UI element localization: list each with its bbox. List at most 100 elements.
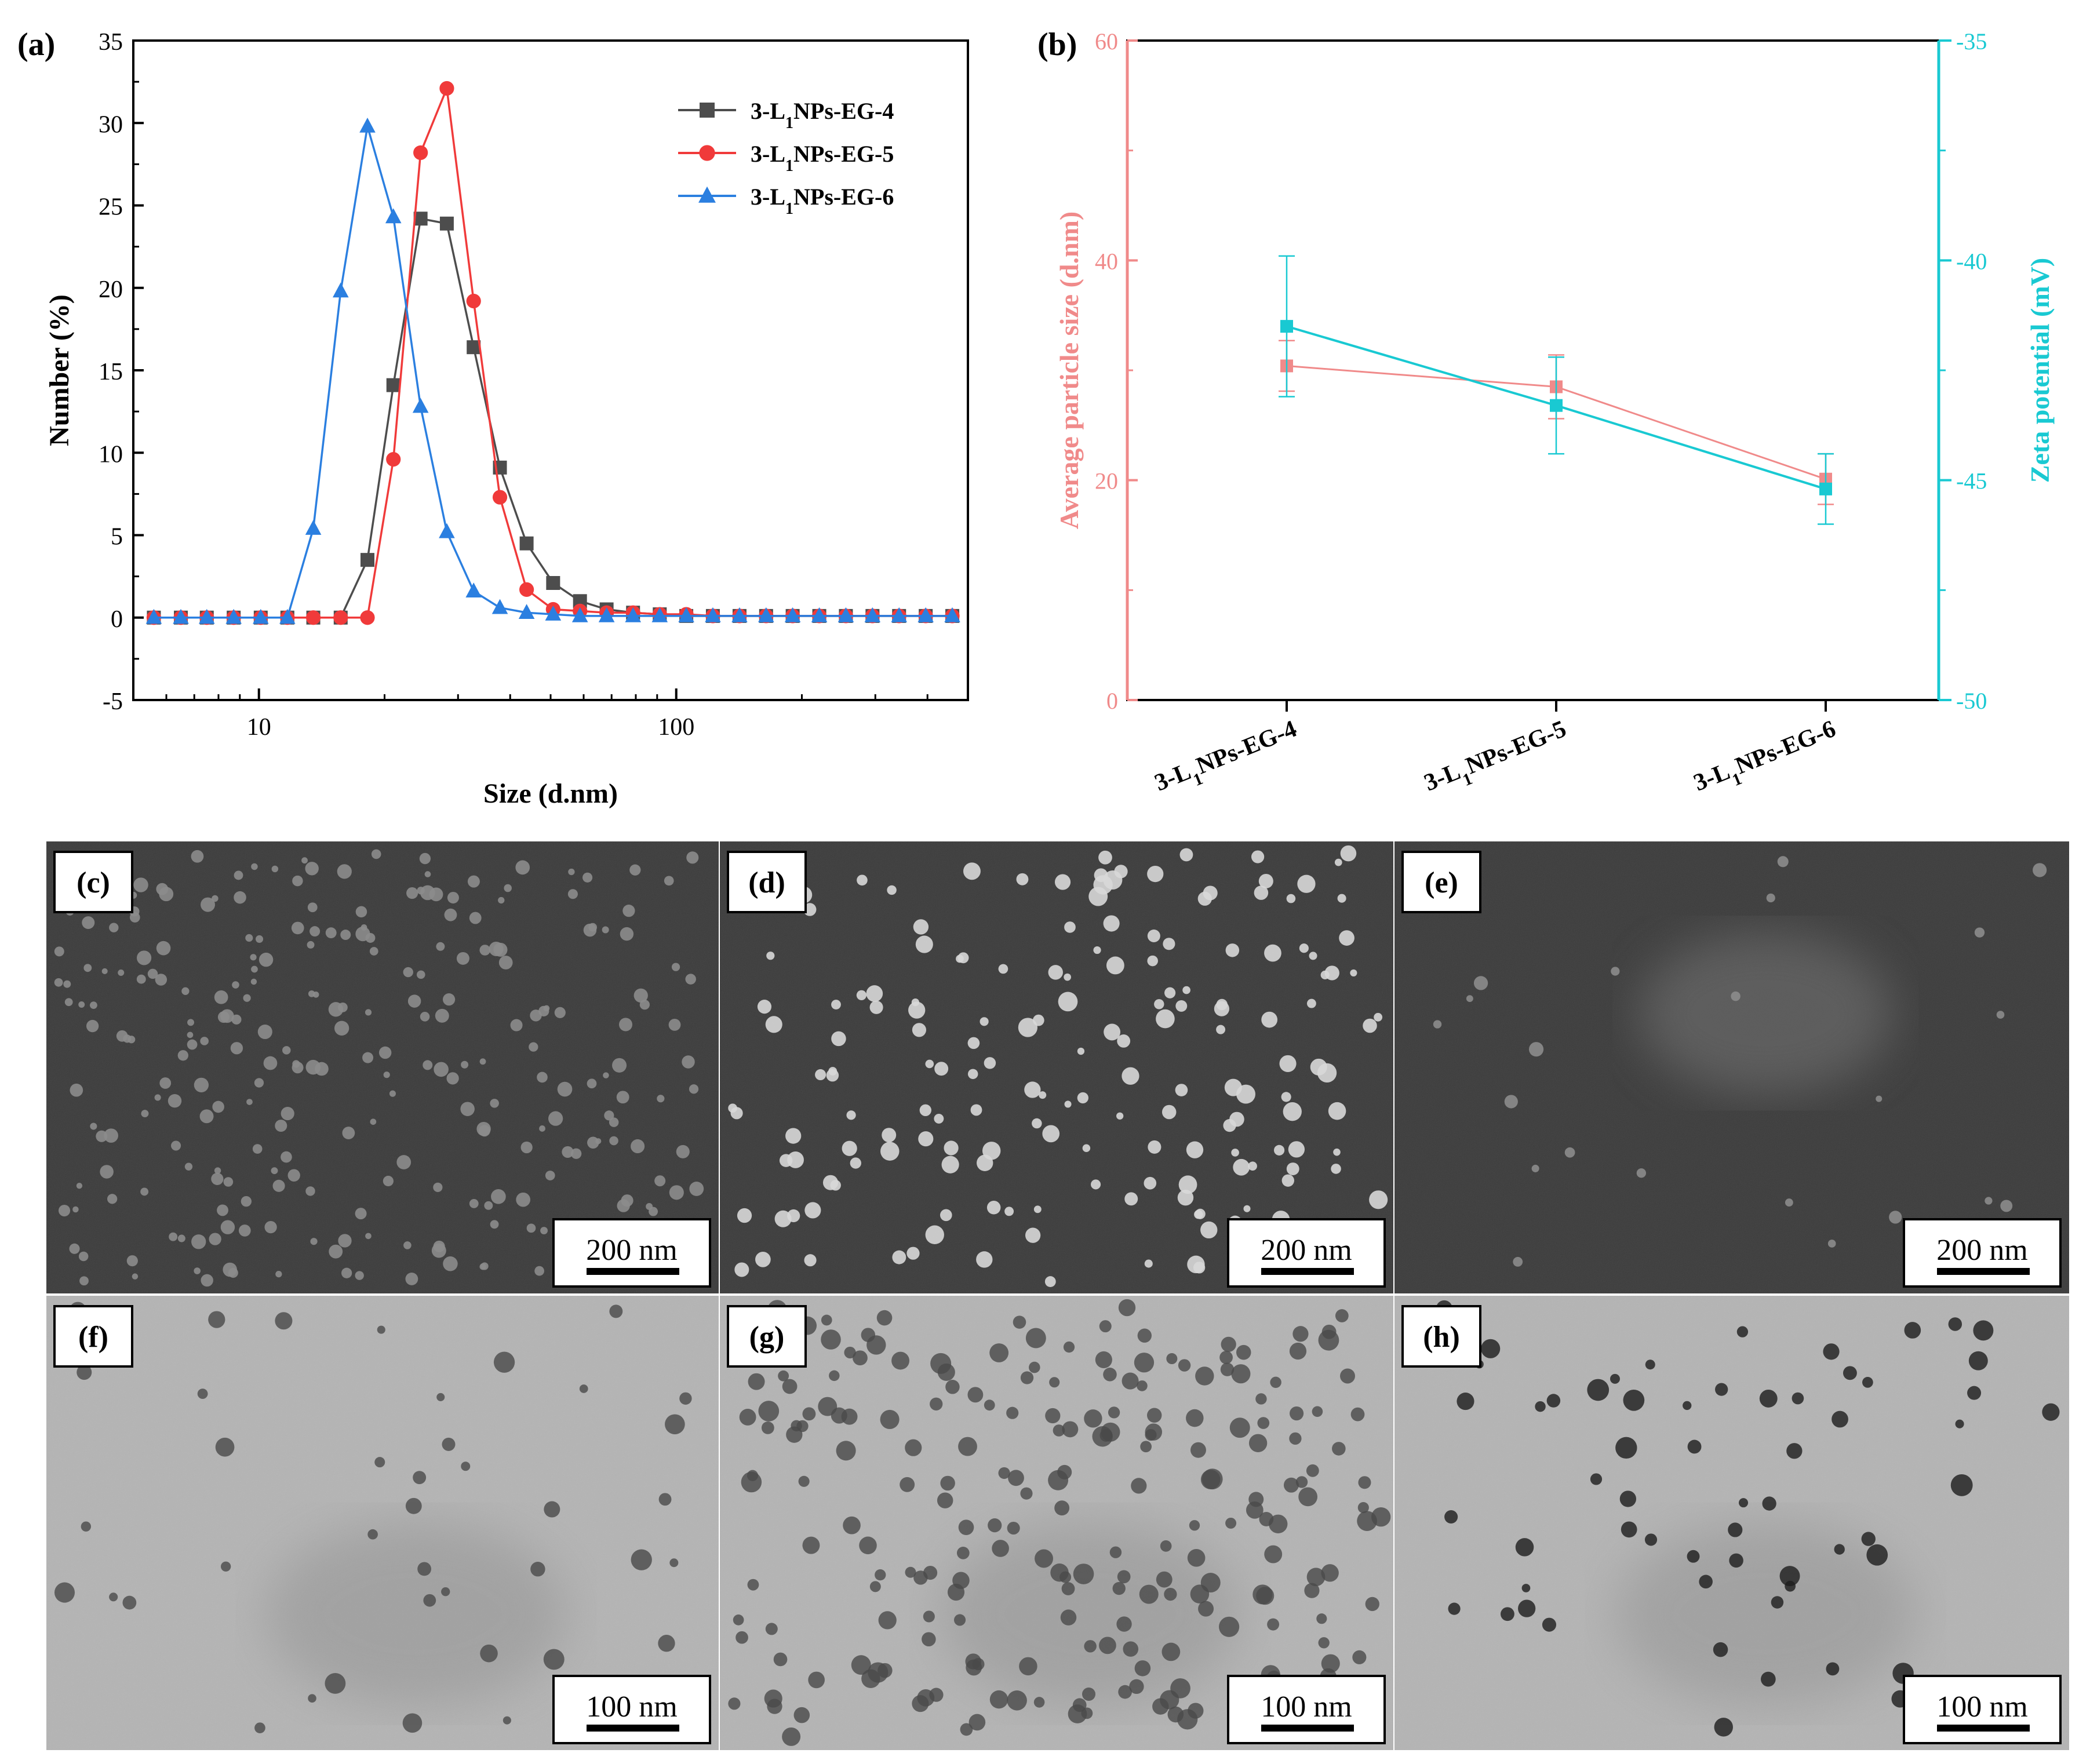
- particle: [1862, 1377, 1873, 1388]
- particle: [588, 923, 598, 932]
- particle: [842, 1140, 857, 1156]
- particle: [1739, 1498, 1749, 1508]
- particle: [1273, 1145, 1285, 1156]
- particle: [905, 1439, 922, 1456]
- particle: [1645, 1360, 1655, 1370]
- particle: [544, 1501, 560, 1518]
- panel-label: (c): [77, 866, 110, 899]
- particle: [1267, 1618, 1280, 1631]
- particle: [765, 1016, 782, 1033]
- particle: [338, 1234, 352, 1248]
- data-point: [1819, 482, 1832, 495]
- particle: [912, 1695, 929, 1712]
- particle: [1219, 1616, 1240, 1637]
- particle: [155, 974, 168, 986]
- particle: [1152, 1698, 1169, 1715]
- particle: [194, 1267, 201, 1274]
- particle: [1335, 1309, 1349, 1322]
- particle: [434, 1062, 449, 1077]
- particle: [1299, 943, 1309, 953]
- particle: [171, 1140, 181, 1151]
- particle: [264, 1220, 277, 1234]
- legend-marker: [699, 145, 715, 161]
- particle: [1968, 1351, 1988, 1371]
- particle: [443, 1256, 458, 1271]
- left-tick-label: 60: [1095, 28, 1118, 54]
- particle: [1904, 1322, 1921, 1339]
- particle: [1535, 1401, 1546, 1412]
- particle: [1216, 1025, 1226, 1034]
- particle: [639, 1000, 650, 1010]
- left-tick-label: 20: [1095, 468, 1118, 494]
- particle: [988, 1518, 1002, 1533]
- particle: [631, 1139, 645, 1154]
- label-part: 3-L: [751, 98, 785, 124]
- particle: [181, 987, 190, 995]
- particle: [1177, 1709, 1198, 1730]
- particle: [1122, 1067, 1139, 1085]
- particle: [970, 1104, 982, 1116]
- particle: [668, 1019, 681, 1031]
- particle: [1288, 1141, 1305, 1158]
- haze: [1638, 932, 1894, 1095]
- particle: [1306, 1464, 1319, 1477]
- particle: [355, 1208, 367, 1220]
- scale-bar: [587, 1268, 679, 1275]
- legend-entry: 3-L1NPs-EG-5: [678, 141, 894, 175]
- particle: [1369, 1190, 1388, 1209]
- particle: [490, 1220, 499, 1229]
- label-part: NPs-EG-6: [793, 184, 894, 210]
- particle: [396, 1155, 412, 1169]
- particle: [1289, 1432, 1302, 1445]
- particle: [1123, 1641, 1139, 1657]
- particle: [1160, 1540, 1172, 1552]
- particle: [90, 1001, 97, 1009]
- legend-entry: 3-L1NPs-EG-6: [678, 184, 894, 218]
- particle: [913, 919, 929, 935]
- particle: [617, 1199, 630, 1212]
- particle: [1457, 1393, 1474, 1411]
- particle: [798, 1475, 810, 1487]
- particle: [609, 1117, 619, 1127]
- particle: [887, 885, 897, 895]
- particle: [417, 1562, 432, 1576]
- particle: [1032, 1118, 1042, 1129]
- panel-b-ylabel-right: Zeta potential (mV): [2025, 258, 2055, 483]
- particle: [1062, 1421, 1079, 1438]
- particle: [851, 1655, 871, 1675]
- particle: [214, 1167, 221, 1174]
- particle: [1861, 1532, 1876, 1546]
- particle: [665, 1414, 685, 1435]
- micrograph-grid: (c) 200 nm (d) 200 nm (e) 200 nm (f) 100 nm (g) 1…: [46, 841, 2069, 1750]
- particle: [156, 941, 171, 956]
- particle: [1156, 1571, 1173, 1588]
- particle: [967, 1037, 980, 1049]
- particle: [1061, 1582, 1075, 1595]
- particle: [1198, 1601, 1214, 1617]
- particle: [658, 1635, 675, 1652]
- particle: [1350, 969, 1357, 976]
- particle: [177, 1234, 185, 1242]
- particle: [1016, 873, 1029, 885]
- particle: [567, 889, 578, 899]
- particle: [1985, 1197, 1993, 1205]
- data-point: [439, 216, 454, 231]
- particle: [365, 933, 376, 943]
- data-point: [279, 608, 296, 624]
- particle: [1104, 1023, 1121, 1041]
- particle: [766, 952, 775, 960]
- particle: [829, 1370, 840, 1382]
- particle: [618, 1018, 633, 1032]
- particle: [187, 1039, 198, 1050]
- particle: [2042, 1403, 2060, 1421]
- particle: [968, 1714, 986, 1731]
- particle: [1264, 944, 1281, 962]
- particle: [469, 1199, 479, 1208]
- particle: [1243, 1205, 1251, 1212]
- particle: [1064, 973, 1071, 981]
- particle: [417, 887, 425, 895]
- data-point: [1280, 320, 1293, 333]
- particle: [1060, 1609, 1077, 1625]
- particle: [945, 1380, 960, 1394]
- particle: [370, 1118, 377, 1125]
